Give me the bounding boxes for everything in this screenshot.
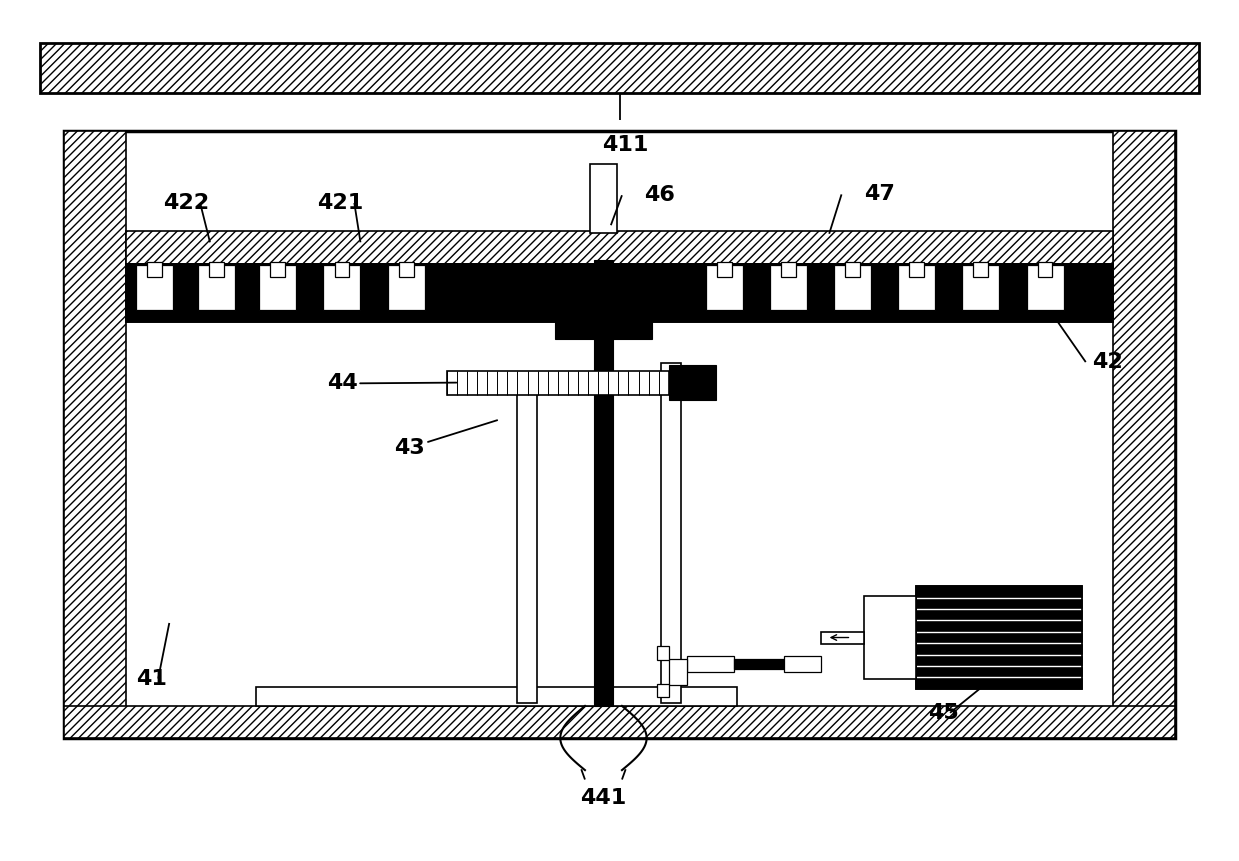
Text: 46: 46: [644, 185, 675, 205]
Bar: [64, 706, 1175, 739]
Bar: [447, 370, 669, 394]
Bar: [898, 265, 935, 310]
Bar: [909, 262, 924, 277]
Text: 422: 422: [164, 193, 209, 213]
Bar: [916, 586, 1082, 689]
Bar: [864, 597, 916, 678]
Bar: [136, 265, 173, 310]
Bar: [1113, 131, 1175, 739]
Bar: [198, 265, 234, 310]
Bar: [669, 365, 716, 400]
Bar: [323, 265, 361, 310]
Bar: [593, 260, 613, 706]
Bar: [1027, 265, 1063, 310]
Bar: [963, 265, 1000, 310]
Bar: [974, 262, 989, 277]
Text: 44: 44: [327, 374, 456, 393]
Bar: [916, 586, 1082, 689]
Bar: [126, 232, 1113, 263]
Bar: [147, 262, 162, 277]
Bar: [64, 131, 1175, 739]
Bar: [555, 322, 652, 339]
Bar: [64, 131, 126, 739]
Bar: [388, 265, 425, 310]
Text: 441: 441: [580, 788, 627, 808]
Bar: [769, 265, 807, 310]
Text: 41: 41: [136, 669, 167, 689]
Bar: [126, 263, 1113, 322]
Bar: [40, 43, 1199, 93]
Bar: [255, 687, 737, 706]
Bar: [834, 265, 871, 310]
Bar: [781, 262, 795, 277]
Bar: [520, 379, 690, 392]
Bar: [126, 263, 1113, 322]
Bar: [517, 392, 536, 703]
Bar: [657, 684, 669, 697]
Bar: [820, 631, 864, 643]
Bar: [706, 265, 743, 310]
Text: 421: 421: [317, 193, 363, 213]
Bar: [688, 656, 735, 672]
Text: 47: 47: [864, 184, 895, 204]
Bar: [845, 262, 860, 277]
Bar: [208, 262, 223, 277]
Text: 45: 45: [928, 703, 959, 722]
Bar: [735, 659, 783, 669]
Text: 43: 43: [394, 420, 497, 457]
Bar: [270, 262, 285, 277]
Bar: [399, 262, 414, 277]
Bar: [662, 363, 681, 703]
Bar: [717, 262, 732, 277]
Bar: [1037, 262, 1052, 277]
Bar: [657, 646, 669, 660]
Bar: [669, 659, 688, 684]
Bar: [335, 262, 349, 277]
Bar: [590, 164, 617, 232]
Text: 411: 411: [602, 135, 649, 155]
Bar: [259, 265, 296, 310]
Text: 42: 42: [1092, 352, 1123, 372]
Bar: [783, 656, 820, 672]
